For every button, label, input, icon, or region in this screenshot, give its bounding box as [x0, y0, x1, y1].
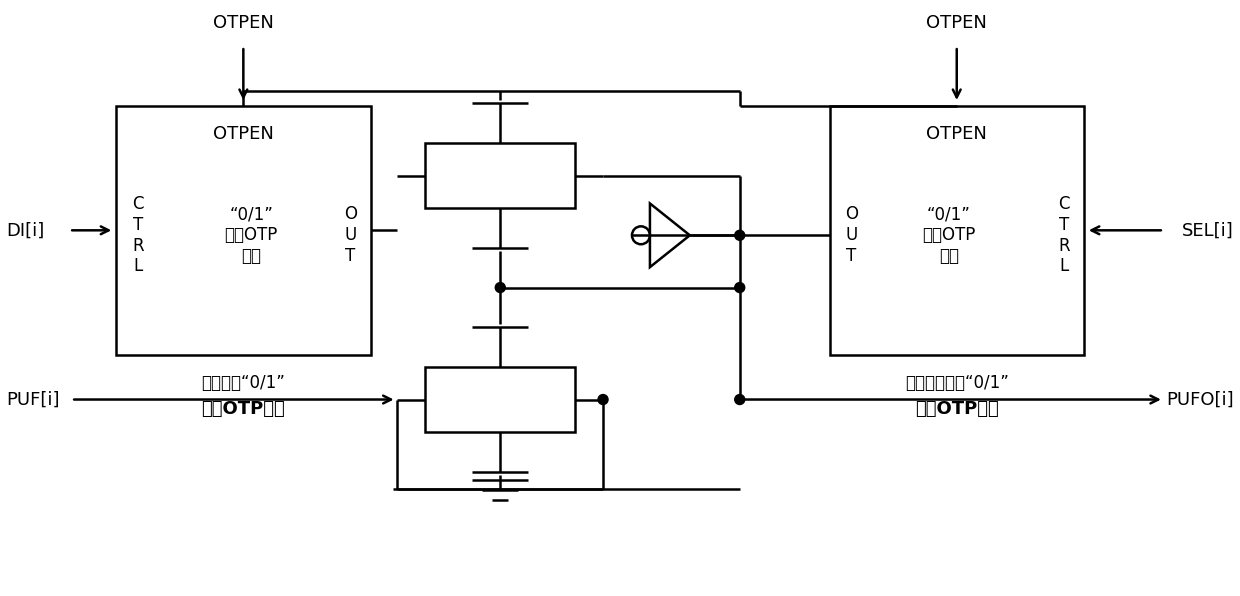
Text: OTPEN: OTPEN: [213, 125, 274, 143]
Text: O
U
T: O U T: [844, 206, 858, 265]
Text: PUF[i]: PUF[i]: [6, 390, 60, 408]
Bar: [425, 143, 575, 208]
Circle shape: [598, 395, 608, 405]
Text: DI[i]: DI[i]: [6, 221, 45, 240]
Text: C
T
R
L: C T R L: [1058, 195, 1070, 275]
Text: “0/1”
编辑OTP
电路: “0/1” 编辑OTP 电路: [923, 206, 976, 265]
Text: SEL[i]: SEL[i]: [1182, 221, 1234, 240]
Text: C
T
R
L: C T R L: [133, 195, 144, 275]
Text: OTPEN: OTPEN: [213, 14, 274, 32]
Text: 编辑OTP电路: 编辑OTP电路: [915, 401, 998, 418]
Circle shape: [495, 283, 505, 293]
Circle shape: [735, 395, 745, 405]
Circle shape: [735, 230, 745, 240]
Text: OTPEN: OTPEN: [926, 14, 987, 32]
Text: “0/1”
编辑OTP
电路: “0/1” 编辑OTP 电路: [224, 206, 278, 265]
Text: OTPEN: OTPEN: [926, 125, 987, 143]
Text: 输出信号选择“0/1”: 输出信号选择“0/1”: [905, 374, 1008, 392]
Text: PUFO[i]: PUFO[i]: [1166, 390, 1234, 408]
Text: 编辑OTP电路: 编辑OTP电路: [201, 401, 285, 418]
Bar: [425, 367, 575, 432]
Circle shape: [735, 283, 745, 293]
Bar: [117, 106, 371, 355]
Bar: [830, 106, 1084, 355]
Text: 输出密鑰“0/1”: 输出密鑰“0/1”: [201, 374, 285, 392]
Text: O
U
T: O U T: [345, 206, 357, 265]
